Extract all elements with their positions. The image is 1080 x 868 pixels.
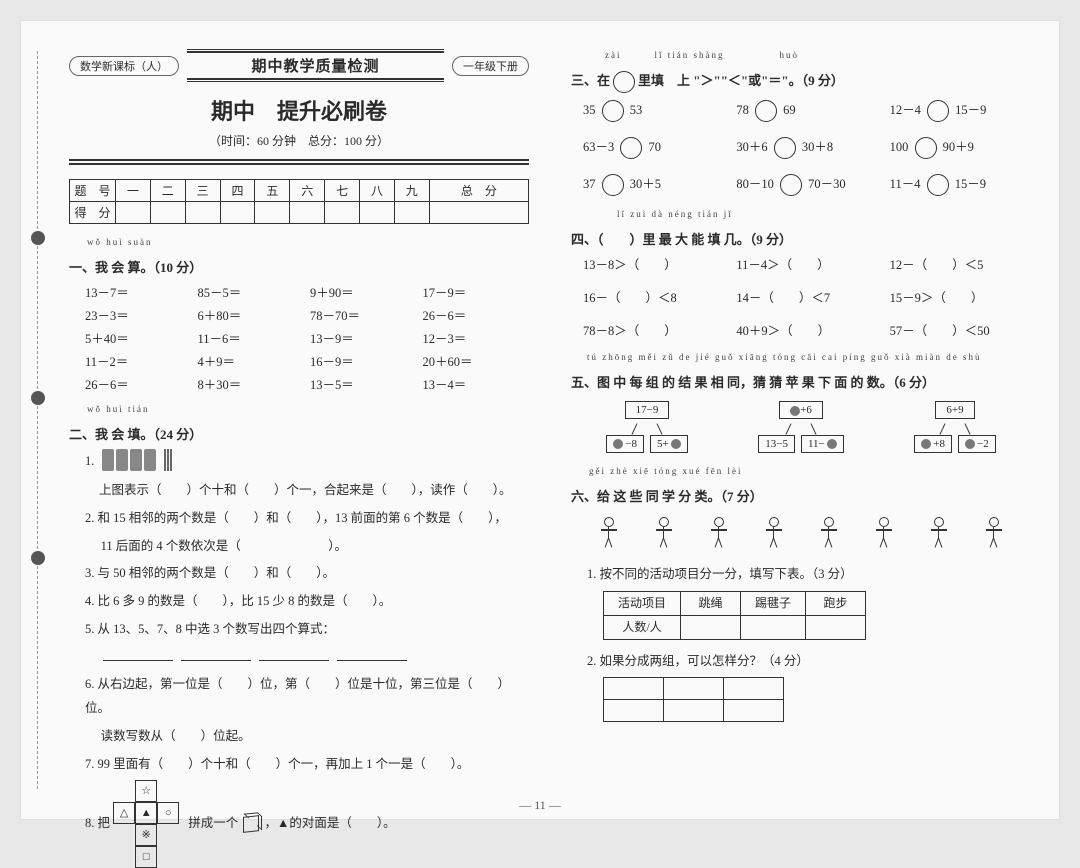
score-table: 题 号一二三四五六七八九总 分 得 分 — [69, 179, 529, 224]
compare-item: 30＋6 30＋8 — [736, 136, 877, 159]
ones-sticks — [164, 449, 172, 471]
section3-title: 三、在里填 上 "＞""＜"或"＝"。（9 分） — [571, 70, 1031, 93]
calc-item: 6＋80＝ — [198, 305, 305, 324]
q6b-text: 读数写数从（ ）位起。 — [85, 725, 529, 749]
compare-item: 100 90＋9 — [890, 136, 1031, 159]
s6-q2: 2. 如果分成两组，可以怎样分？（4 分） — [587, 650, 1031, 674]
q7-text: 7. 99 里面有（ ）个十和（ ）个一，再加上 1 个一是（ ）。 — [85, 753, 529, 777]
calc-item: 13－5＝ — [310, 374, 417, 393]
exam-subtitle: （时间：60 分钟 总分：100 分） — [69, 132, 529, 149]
q4-text: 4. 比 6 多 9 的数是（ ），比 15 少 8 的数是（ ）。 — [85, 590, 529, 614]
calc-item: 4＋9＝ — [198, 351, 305, 370]
calc-item: 85－5＝ — [198, 282, 305, 301]
q6-text: 6. 从右边起，第一位是（ ）位，第（ ）位是十位，第三位是（ ）位。 — [85, 673, 529, 721]
tree-row: 17−9−85++613−511−6+9+8−2 — [571, 401, 1031, 453]
q2b-text: 11 后面的 4 个数依次是（ ）。 — [85, 535, 529, 559]
q8-row: 8. 把 ☆ △▲○ ※ □ 拼成一个 ，▲的对面是（ ）。 — [85, 780, 529, 868]
max-item: 16－（ ）＜8 — [583, 287, 724, 306]
compare-grid: 35 53 78 69 12－4 15－9 63－3 70 30＋6 30＋8 100 9… — [571, 99, 1031, 196]
section4-title: 四、（ ）里 最 大 能 填 几。（9 分） — [571, 229, 1031, 248]
page-header: 数学新课标（人） 期中教学质量检测 一年级下册 — [69, 51, 529, 80]
calc-item: 9＋90＝ — [310, 282, 417, 301]
header-mid-title: 期中教学质量检测 — [187, 51, 444, 80]
q5-text: 5. 从 13、5、7、8 中选 3 个数写出四个算式： — [85, 618, 529, 642]
kids-figure — [571, 511, 1031, 555]
q3-text: 3. 与 50 相邻的两个数是（ ）和（ ）。 — [85, 562, 529, 586]
compare-item: 35 53 — [583, 100, 724, 122]
calc-item: 26－6＝ — [85, 374, 192, 393]
max-item: 40＋9＞（ ） — [736, 320, 877, 339]
section6-ruby: gěi zhè xiē tóng xué fēn lèi — [571, 467, 1031, 476]
max-item: 11－4＞（ ） — [736, 254, 877, 273]
calc-item: 20＋60＝ — [423, 351, 530, 370]
tens-bundle — [102, 449, 114, 471]
max-grid: 13－8＞（ ） 11－4＞（ ） 12－（ ）＜5 16－（ ）＜8 14－（ ）＜7… — [571, 254, 1031, 339]
section4-ruby: lǐ zuì dà néng tián jǐ — [571, 210, 1031, 219]
q1-text: 上图表示（ ）个十和（ ）个一，合起来是（ ），读作（ ）。 — [85, 479, 529, 503]
tens-bundle — [116, 449, 128, 471]
page-number: — 11 — — [21, 798, 1059, 813]
calc-grid: 13－7＝ 85－5＝ 9＋90＝ 17－9＝ 23－3＝ 6＋80＝ 78－70＝ 26－6… — [69, 282, 529, 393]
section1-title: 一、我 会 算。（10 分） — [69, 257, 529, 276]
calc-item: 11－2＝ — [85, 351, 192, 370]
calc-item: 78－70＝ — [310, 305, 417, 324]
section2-ruby: wǒ huì tián — [69, 405, 529, 414]
header-right-pill: 一年级下册 — [452, 56, 529, 76]
activity-table: 活动项目跳绳踢毽子跑步 人数/人 — [603, 591, 866, 640]
compare-item: 12－4 15－9 — [890, 99, 1031, 122]
q2-text: 2. 和 15 相邻的两个数是（ ）和（ ），13 前面的第 6 个数是（ ）， — [85, 507, 529, 531]
calc-item: 16－9＝ — [310, 351, 417, 370]
tens-bundle — [144, 449, 156, 471]
punch-hole — [31, 551, 45, 565]
section5-title: 五、图 中 每 组 的 结 果 相 同，猜 猜 苹 果 下 面 的 数。（6 分… — [571, 372, 1031, 391]
compare-item: 78 69 — [736, 100, 877, 122]
cube-icon — [243, 815, 259, 833]
max-item: 12－（ ）＜5 — [890, 254, 1031, 273]
section3-ruby: zài lǐ tián shàng huò — [571, 51, 1031, 60]
compare-item: 63－3 70 — [583, 136, 724, 159]
max-item: 57－（ ）＜50 — [890, 320, 1031, 339]
max-item: 14－（ ）＜7 — [736, 287, 877, 306]
binding-line — [37, 51, 38, 789]
blank-table — [603, 677, 784, 722]
calc-item: 23－3＝ — [85, 305, 192, 324]
s6-q1: 1. 按不同的活动项目分一分，填写下表。（3 分） — [587, 563, 1031, 587]
compare-item: 37 30＋5 — [583, 173, 724, 196]
section6-title: 六、给 这 些 同 学 分 类。（7 分） — [571, 486, 1031, 505]
max-item: 15－9＞（ ） — [890, 287, 1031, 306]
title-rule — [69, 159, 529, 165]
calc-item: 8＋30＝ — [198, 374, 305, 393]
calc-item: 5＋40＝ — [85, 328, 192, 347]
exam-title: 期中 提升必刷卷 — [69, 94, 529, 126]
section5-ruby: tú zhōng měi zǔ de jié guǒ xiāng tóng cā… — [571, 353, 1031, 362]
section2-title: 二、我 会 填。（24 分） — [69, 424, 529, 443]
calc-item: 12－3＝ — [423, 328, 530, 347]
tens-bundle — [130, 449, 142, 471]
section1-ruby: wǒ huì suàn — [69, 238, 529, 247]
calc-item: 13－9＝ — [310, 328, 417, 347]
calc-item: 17－9＝ — [423, 282, 530, 301]
punch-hole — [31, 391, 45, 405]
max-item: 78－8＞（ ） — [583, 320, 724, 339]
header-left-pill: 数学新课标（人） — [69, 56, 179, 76]
calc-item: 26－6＝ — [423, 305, 530, 324]
compare-item: 11－4 15－9 — [890, 173, 1031, 196]
punch-hole — [31, 231, 45, 245]
cube-net: ☆ △▲○ ※ □ — [113, 780, 179, 868]
calc-item: 13－4＝ — [423, 374, 530, 393]
compare-item: 80－10 70－30 — [736, 173, 877, 196]
max-item: 13－8＞（ ） — [583, 254, 724, 273]
calc-item: 13－7＝ — [85, 282, 192, 301]
calc-item: 11－6＝ — [198, 328, 305, 347]
